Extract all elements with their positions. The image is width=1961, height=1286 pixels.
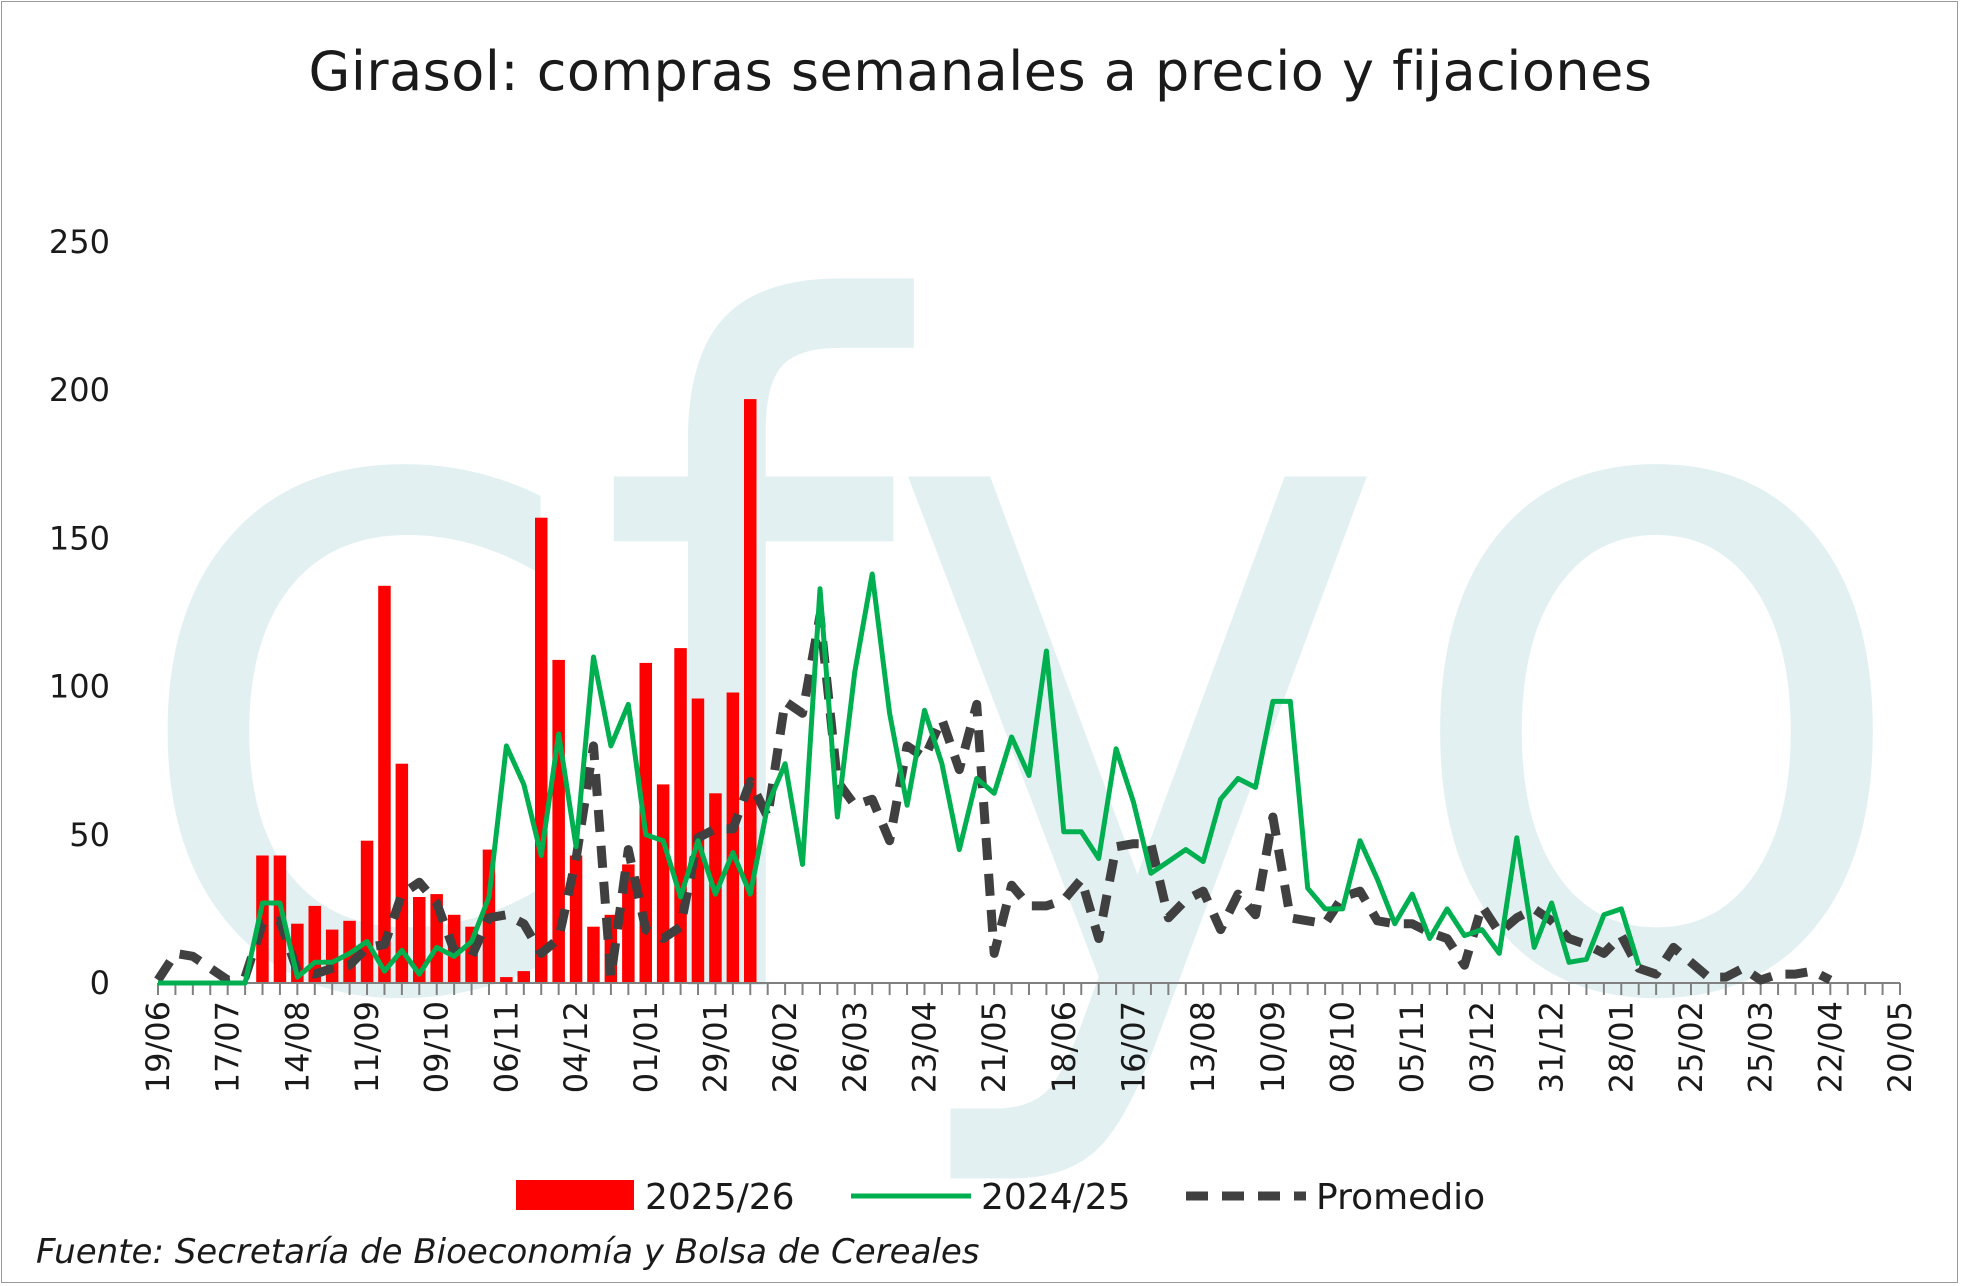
x-tick-label: 21/05: [975, 1001, 1013, 1093]
x-tick-label: 25/02: [1672, 1001, 1710, 1093]
x-tick-label: 10/09: [1254, 1001, 1292, 1093]
x-tick-label: 01/01: [627, 1001, 665, 1093]
bar-2025-26: [360, 840, 374, 983]
line-promedio: [154, 611, 1833, 985]
x-tick-label: 04/12: [557, 1001, 595, 1093]
watermark-text: cfyo: [120, 123, 1920, 1205]
y-tick-label: 50: [69, 816, 110, 854]
bar-2025-26: [256, 855, 269, 983]
x-tick-label: 18/06: [1045, 1001, 1083, 1093]
y-tick-label: 250: [49, 223, 110, 261]
y-tick-label: 200: [49, 371, 110, 409]
bar-2025-26: [378, 585, 391, 983]
series-promedio: [154, 611, 1833, 985]
x-tick-label: 23/04: [905, 1001, 943, 1093]
x-tick-label: 11/09: [348, 1001, 386, 1093]
bar-2025-26: [622, 864, 635, 983]
legend-label: 2025/26: [645, 1177, 795, 1218]
x-tick-label: 31/12: [1533, 1001, 1571, 1093]
x-tick-label: 08/10: [1324, 1001, 1362, 1093]
line-2024-25: [158, 571, 1642, 986]
watermark-logo: cfyo: [120, 123, 1920, 1205]
legend: 2025/26 2024/25 Promedio: [516, 1177, 1485, 1218]
legend-swatch-bar: [516, 1180, 634, 1210]
bar-2025-26: [726, 692, 740, 983]
x-tick-label: 20/05: [1881, 1001, 1919, 1093]
bar-2025-26: [325, 929, 339, 983]
x-tick-label: 29/01: [696, 1001, 734, 1093]
x-tick-label: 06/11: [487, 1001, 525, 1093]
legend-label: 2024/25: [981, 1177, 1131, 1218]
bar-2025-26: [395, 763, 409, 983]
axes: [157, 982, 1901, 995]
y-tick-label: 0: [90, 964, 110, 1002]
source-note: Fuente: Secretaría de Bioeconomía y Bols…: [36, 1232, 980, 1272]
x-tick-label: 16/07: [1115, 1001, 1153, 1093]
bar-2025-26: [552, 659, 565, 983]
bar-2025-26: [656, 784, 670, 983]
x-tick-label: 13/08: [1184, 1001, 1222, 1093]
x-tick-label: 22/04: [1811, 1001, 1849, 1093]
x-tick-label: 25/03: [1742, 1001, 1780, 1093]
y-tick-labels: 0 50 100 150 200 250: [49, 223, 110, 1002]
bar-2025-26: [413, 897, 426, 983]
x-tick-label: 14/08: [278, 1001, 316, 1093]
series-2024-25: [158, 571, 1642, 986]
y-tick-label: 150: [49, 519, 110, 557]
bar-2025-26: [517, 971, 530, 983]
x-tick-label: 17/07: [209, 1001, 247, 1093]
x-tick-label: 09/10: [418, 1001, 456, 1093]
bar-2025-26: [500, 977, 513, 983]
chart-title: Girasol: compras semanales a precio y fi…: [308, 40, 1653, 103]
legend-label: Promedio: [1316, 1177, 1485, 1218]
bar-2025-26: [744, 399, 757, 984]
x-tick-label: 26/02: [766, 1001, 804, 1093]
bars-2025-26: [256, 399, 757, 984]
x-tick-labels: 19/06 17/07 14/08 11/09 09/10 06/11 04/12 01/01…: [139, 1001, 1919, 1093]
x-tick-label: 05/11: [1393, 1001, 1431, 1093]
bar-2025-26: [587, 926, 600, 983]
y-tick-label: 100: [49, 668, 110, 706]
x-tick-label: 26/03: [836, 1001, 874, 1093]
x-tick-label: 28/01: [1602, 1001, 1640, 1093]
x-tick-label: 03/12: [1463, 1001, 1501, 1093]
bar-2025-26: [535, 517, 548, 983]
x-tick-label: 19/06: [139, 1001, 177, 1093]
